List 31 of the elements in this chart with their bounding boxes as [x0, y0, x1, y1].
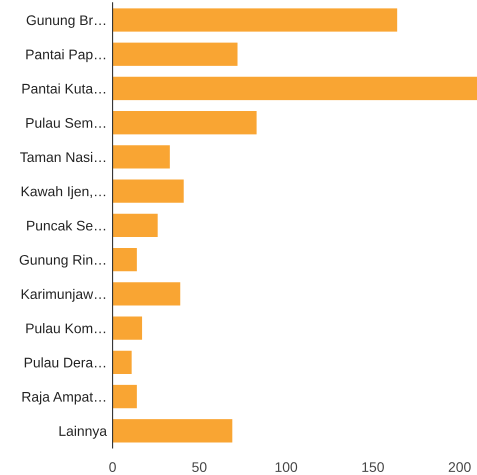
x-tick-label: 0: [109, 462, 116, 472]
bar: [112, 42, 238, 66]
y-tick-label: Pantai Pap…: [26, 49, 106, 62]
bar: [112, 282, 180, 306]
y-tick-label: Gunung Br…: [26, 15, 106, 28]
y-tick-label: Puncak Se…: [27, 220, 106, 231]
y-tick-label: Raja Ampat…: [22, 392, 106, 404]
y-tick-label: Pulau Dera…: [24, 357, 106, 368]
x-tick-label: 150: [362, 462, 384, 472]
bar: [112, 214, 158, 238]
y-tick-label: Karimunjaw…: [22, 288, 106, 302]
y-tick-label: Lainnya: [60, 426, 108, 439]
bar: [112, 8, 398, 32]
bar: [112, 145, 170, 169]
bar: [112, 180, 184, 203]
y-tick-label: Kawah Ijen,…: [22, 186, 106, 200]
bar: [112, 111, 257, 134]
x-tick-label: 200: [448, 462, 471, 472]
bar: [112, 419, 232, 442]
x-tick-label: 100: [276, 462, 298, 472]
y-tick-label: Pantai Kuta…: [22, 83, 106, 94]
bar: [112, 350, 132, 374]
y-tick-label: Pulau Sem…: [26, 118, 106, 128]
bar: [112, 384, 137, 408]
y-tick-label: Pulau Kom…: [26, 323, 106, 334]
bar: [112, 316, 142, 340]
bar: [112, 76, 477, 100]
y-tick-label: Taman Nasi…: [20, 152, 106, 162]
y-tick-label: Gunung Rin…: [20, 254, 106, 268]
x-tick-label: 50: [192, 462, 207, 472]
bar: [112, 248, 137, 272]
